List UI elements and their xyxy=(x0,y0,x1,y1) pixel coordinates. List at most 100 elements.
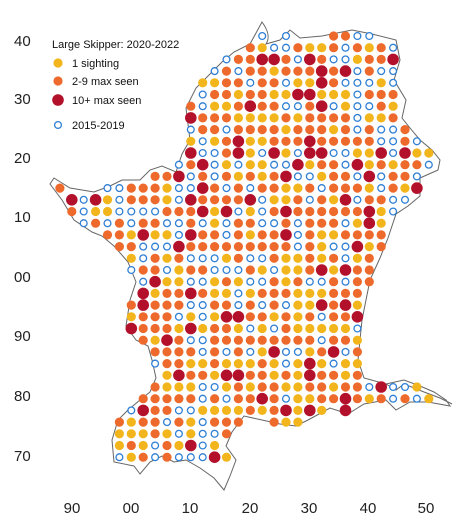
record-dot-one xyxy=(329,265,339,275)
record-dot-few xyxy=(329,312,339,322)
record-dot-few xyxy=(329,206,339,217)
record-dot-few xyxy=(257,312,267,322)
record-dot-few xyxy=(186,242,196,252)
record-dot-old xyxy=(210,265,219,275)
record-dot-few xyxy=(329,253,339,263)
record-dot-few xyxy=(162,359,172,369)
record-dot-old xyxy=(210,172,219,181)
record-dot-many xyxy=(173,240,185,253)
record-dot-few xyxy=(388,171,398,181)
record-dot-few xyxy=(233,253,243,263)
record-dot-many xyxy=(185,439,197,452)
record-dot-old xyxy=(151,359,160,368)
y-tick-label: 00 xyxy=(14,269,31,286)
record-dot-one xyxy=(245,160,255,170)
record-dot-old xyxy=(377,137,386,146)
record-dot-many xyxy=(280,205,292,218)
record-dot-few xyxy=(281,66,291,76)
record-dot-old xyxy=(258,254,267,263)
record-dot-few xyxy=(352,206,362,217)
record-dot-few xyxy=(257,288,267,298)
record-dot-few xyxy=(281,288,291,298)
record-dot-few xyxy=(150,347,160,357)
record-dot-many xyxy=(185,287,197,300)
record-dot-one xyxy=(162,429,172,439)
record-dot-old xyxy=(353,113,362,122)
record-dot-few xyxy=(198,125,208,135)
record-dot-few xyxy=(340,136,351,146)
record-dot-old xyxy=(139,242,148,251)
record-dot-old xyxy=(186,336,195,345)
record-dot-old xyxy=(174,230,183,239)
x-tick-label: 00 xyxy=(123,500,140,517)
record-dot-few xyxy=(269,78,279,88)
record-dot-old xyxy=(377,184,386,193)
record-dot-many xyxy=(339,264,352,276)
record-dot-few xyxy=(364,125,374,135)
record-dot-old xyxy=(389,148,398,158)
record-dot-old xyxy=(281,347,291,356)
record-dot-old xyxy=(103,184,112,193)
record-dot-one xyxy=(317,288,327,298)
record-dot-one xyxy=(352,359,362,369)
record-dot-one xyxy=(114,429,124,439)
record-dot-few xyxy=(400,160,410,170)
record-dot-many xyxy=(173,369,185,382)
record-dot-few xyxy=(317,54,327,64)
record-dot-few xyxy=(150,300,160,310)
record-dot-few xyxy=(329,370,339,380)
record-dot-few xyxy=(281,335,291,345)
record-dot-few xyxy=(400,394,410,404)
record-dot-few xyxy=(245,171,255,181)
record-dot-few xyxy=(364,66,374,76)
record-dot-many xyxy=(220,205,233,218)
record-dot-few xyxy=(269,288,279,298)
record-dot-few xyxy=(245,300,255,310)
record-dot-one xyxy=(317,230,327,240)
record-dot-one xyxy=(412,148,422,158)
x-tick-label: 30 xyxy=(301,500,318,517)
record-dot-one xyxy=(245,148,255,158)
record-dot-old xyxy=(115,453,124,462)
record-dot-few xyxy=(269,183,279,193)
record-dot-few xyxy=(352,288,362,298)
record-dot-few xyxy=(317,218,327,228)
record-dot-few xyxy=(126,183,136,193)
record-dot-few xyxy=(210,242,220,252)
record-dot-few xyxy=(269,382,279,392)
record-dot-one xyxy=(221,452,232,462)
record-dot-few xyxy=(376,54,386,64)
record-dot-old xyxy=(198,219,207,228)
record-dot-few xyxy=(257,359,267,369)
record-dot-one xyxy=(210,136,220,146)
record-dot-few xyxy=(150,312,160,322)
record-dot-many xyxy=(351,158,364,171)
record-dot-one xyxy=(245,230,255,240)
x-tick-label: 40 xyxy=(360,500,377,517)
record-dot-many xyxy=(89,194,102,206)
record-dot-old xyxy=(341,160,350,169)
record-dot-few xyxy=(293,125,303,135)
record-dot-old xyxy=(234,289,243,298)
record-dot-one xyxy=(210,440,220,451)
record-dot-old xyxy=(115,184,124,193)
record-dot-one xyxy=(352,300,362,310)
record-dot-old xyxy=(400,195,410,204)
record-dot-one xyxy=(317,359,327,369)
record-dot-one xyxy=(293,78,303,88)
legend-label-old: 2015-2019 xyxy=(72,120,125,132)
record-dot-old xyxy=(353,172,362,181)
record-dot-one xyxy=(293,370,303,380)
record-dot-many xyxy=(351,240,364,253)
record-dot-old xyxy=(210,254,219,263)
record-dot-one xyxy=(329,89,339,100)
record-dot-few xyxy=(198,265,208,275)
record-dot-one xyxy=(281,125,291,135)
record-dot-few xyxy=(340,171,351,181)
record-dot-many xyxy=(280,229,292,241)
record-dot-few xyxy=(245,370,255,380)
record-dot-one xyxy=(257,171,267,181)
record-dot-one xyxy=(233,113,243,123)
record-dot-one xyxy=(281,265,291,275)
record-dot-few xyxy=(329,78,339,88)
